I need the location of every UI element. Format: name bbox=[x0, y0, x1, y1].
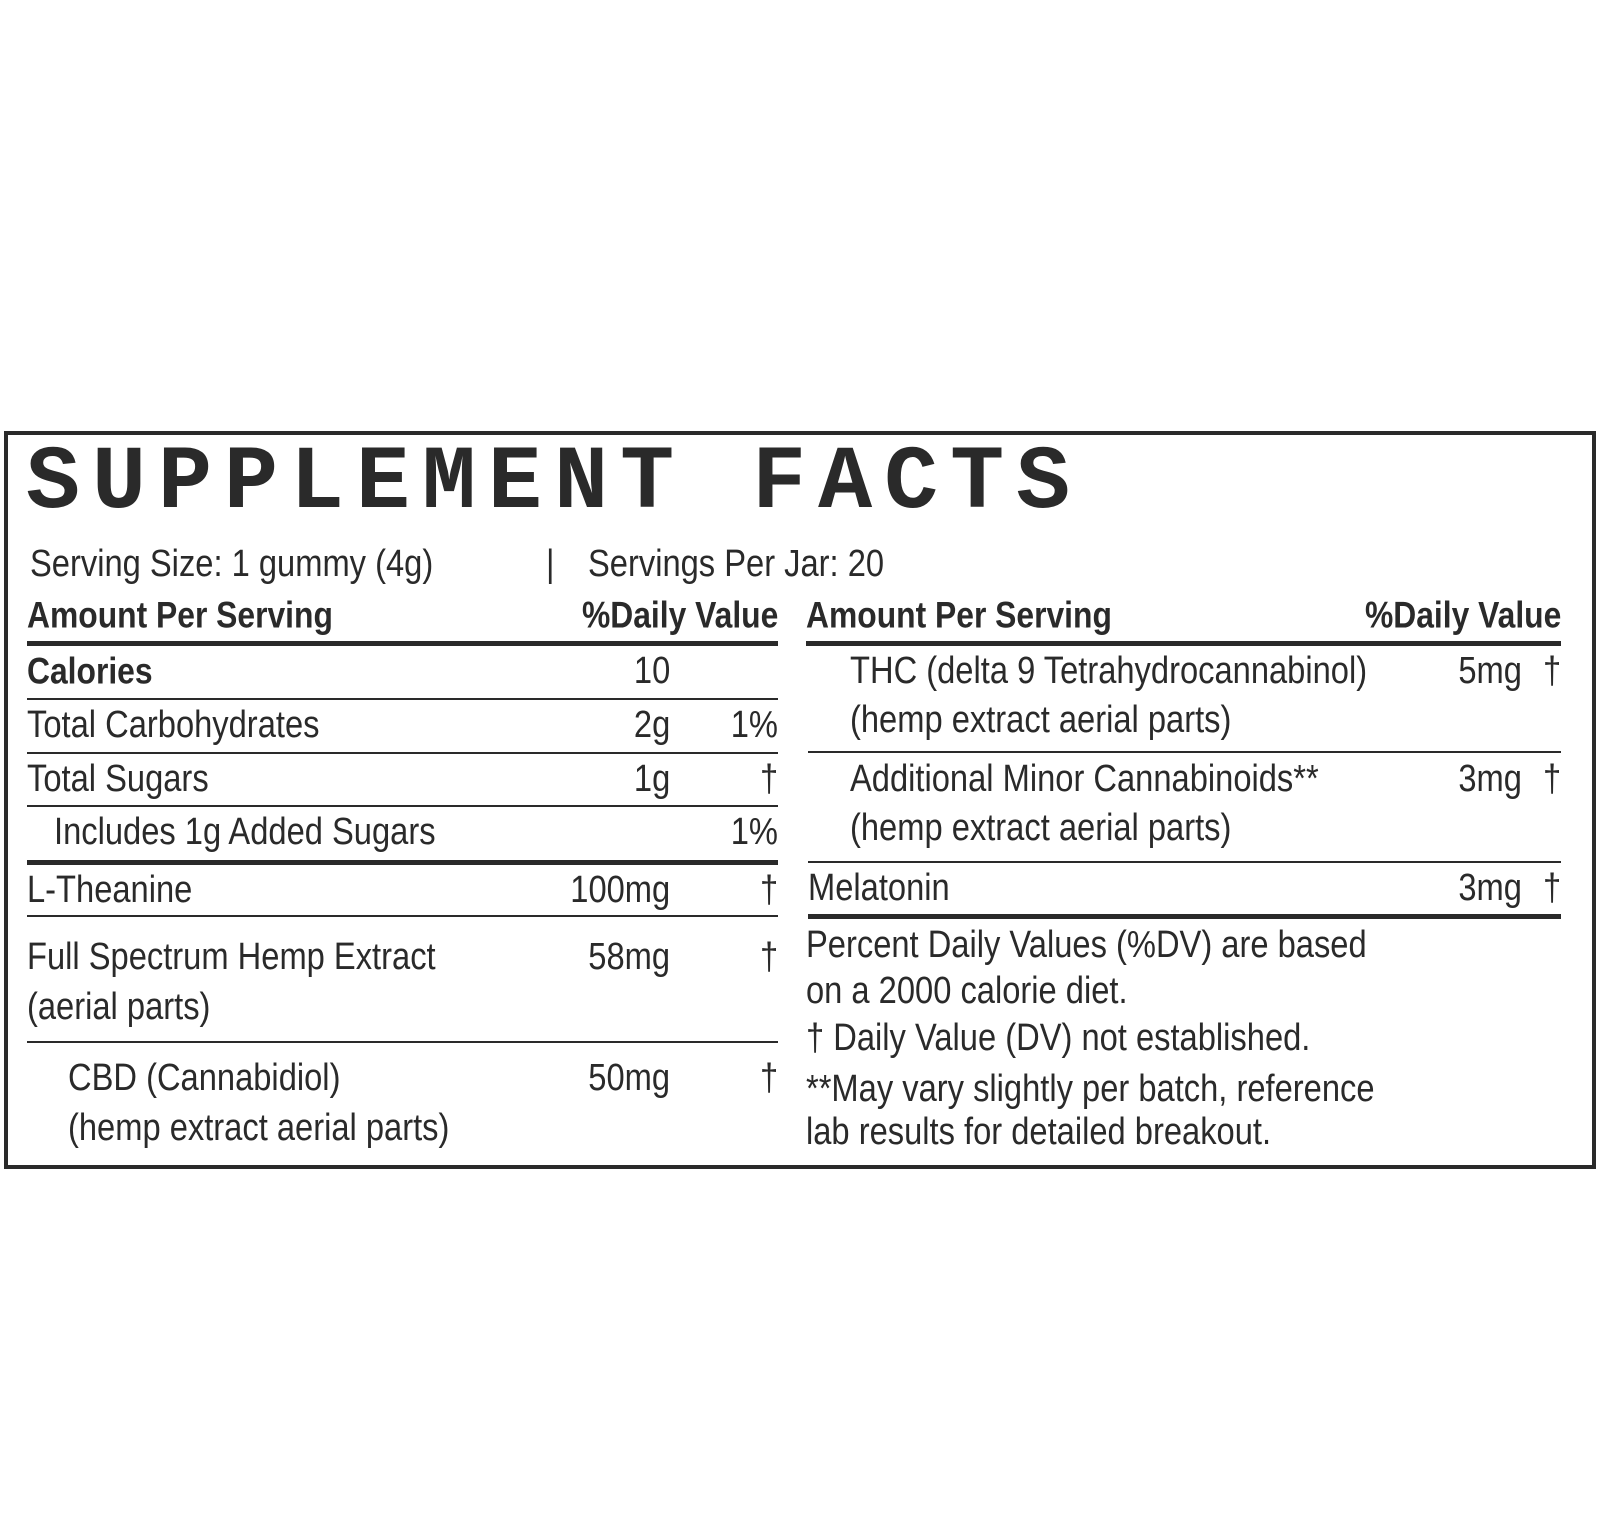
row-daily-value: 1% bbox=[730, 811, 778, 853]
row-amount: 2g bbox=[633, 704, 670, 746]
row-name: Includes 1g Added Sugars bbox=[54, 811, 436, 853]
row-note: (hemp extract aerial parts) bbox=[850, 699, 1232, 741]
rule bbox=[27, 640, 778, 646]
rule bbox=[808, 913, 1561, 919]
row-name: Full Spectrum Hemp Extract bbox=[27, 936, 436, 978]
row-daily-value: † bbox=[1542, 867, 1561, 909]
separator: | bbox=[546, 543, 555, 585]
row-name: Total Carbohydrates bbox=[27, 704, 320, 746]
rule bbox=[808, 861, 1561, 863]
rule bbox=[808, 751, 1561, 753]
row-name: CBD (Cannabidiol) bbox=[68, 1057, 341, 1099]
label-border bbox=[4, 431, 1596, 1169]
row-note: (hemp extract aerial parts) bbox=[850, 807, 1232, 849]
rule bbox=[806, 640, 1561, 646]
footnote: lab results for detailed breakout. bbox=[806, 1111, 1272, 1153]
rule bbox=[27, 698, 778, 700]
footnote: on a 2000 calorie diet. bbox=[806, 970, 1128, 1012]
row-daily-value: 1% bbox=[730, 704, 778, 746]
title: SUPPLEMENT FACTS bbox=[26, 433, 1083, 535]
rule bbox=[27, 752, 778, 754]
rule bbox=[27, 859, 778, 865]
row-daily-value: † bbox=[1542, 758, 1561, 800]
row-name: Calories bbox=[27, 650, 153, 692]
row-daily-value: † bbox=[759, 936, 778, 978]
row-amount: 10 bbox=[633, 650, 670, 692]
serving-size: Serving Size: 1 gummy (4g) bbox=[30, 543, 434, 585]
header-daily-value: %Daily Value bbox=[1364, 594, 1561, 636]
row-daily-value: † bbox=[759, 1057, 778, 1099]
rule bbox=[27, 1041, 778, 1043]
row-name: THC (delta 9 Tetrahydrocannabinol) bbox=[850, 650, 1368, 692]
row-amount: 1g bbox=[633, 758, 670, 800]
row-amount: 50mg bbox=[588, 1057, 670, 1099]
row-daily-value: † bbox=[1542, 650, 1561, 692]
footnote: Percent Daily Values (%DV) are based bbox=[806, 924, 1367, 966]
row-amount: 3mg bbox=[1458, 867, 1522, 909]
rule bbox=[27, 915, 778, 917]
row-note: (hemp extract aerial parts) bbox=[68, 1107, 450, 1149]
row-name: Total Sugars bbox=[27, 758, 209, 800]
row-amount: 100mg bbox=[570, 869, 670, 911]
row-name: Melatonin bbox=[808, 867, 950, 909]
row-note: (aerial parts) bbox=[27, 986, 211, 1028]
row-daily-value: † bbox=[759, 758, 778, 800]
row-name: L-Theanine bbox=[27, 869, 193, 911]
rule bbox=[27, 805, 778, 807]
row-name: Additional Minor Cannabinoids** bbox=[850, 758, 1319, 800]
row-daily-value: † bbox=[759, 869, 778, 911]
header-daily-value: %Daily Value bbox=[581, 594, 778, 636]
servings-per-jar: Servings Per Jar: 20 bbox=[588, 543, 885, 585]
header-amount: Amount Per Serving bbox=[806, 594, 1112, 636]
row-amount: 58mg bbox=[588, 936, 670, 978]
row-amount: 3mg bbox=[1458, 758, 1522, 800]
row-amount: 5mg bbox=[1458, 650, 1522, 692]
footnote: **May vary slightly per batch, reference bbox=[806, 1068, 1375, 1110]
footnote: † Daily Value (DV) not established. bbox=[806, 1017, 1311, 1059]
header-amount: Amount Per Serving bbox=[27, 594, 333, 636]
